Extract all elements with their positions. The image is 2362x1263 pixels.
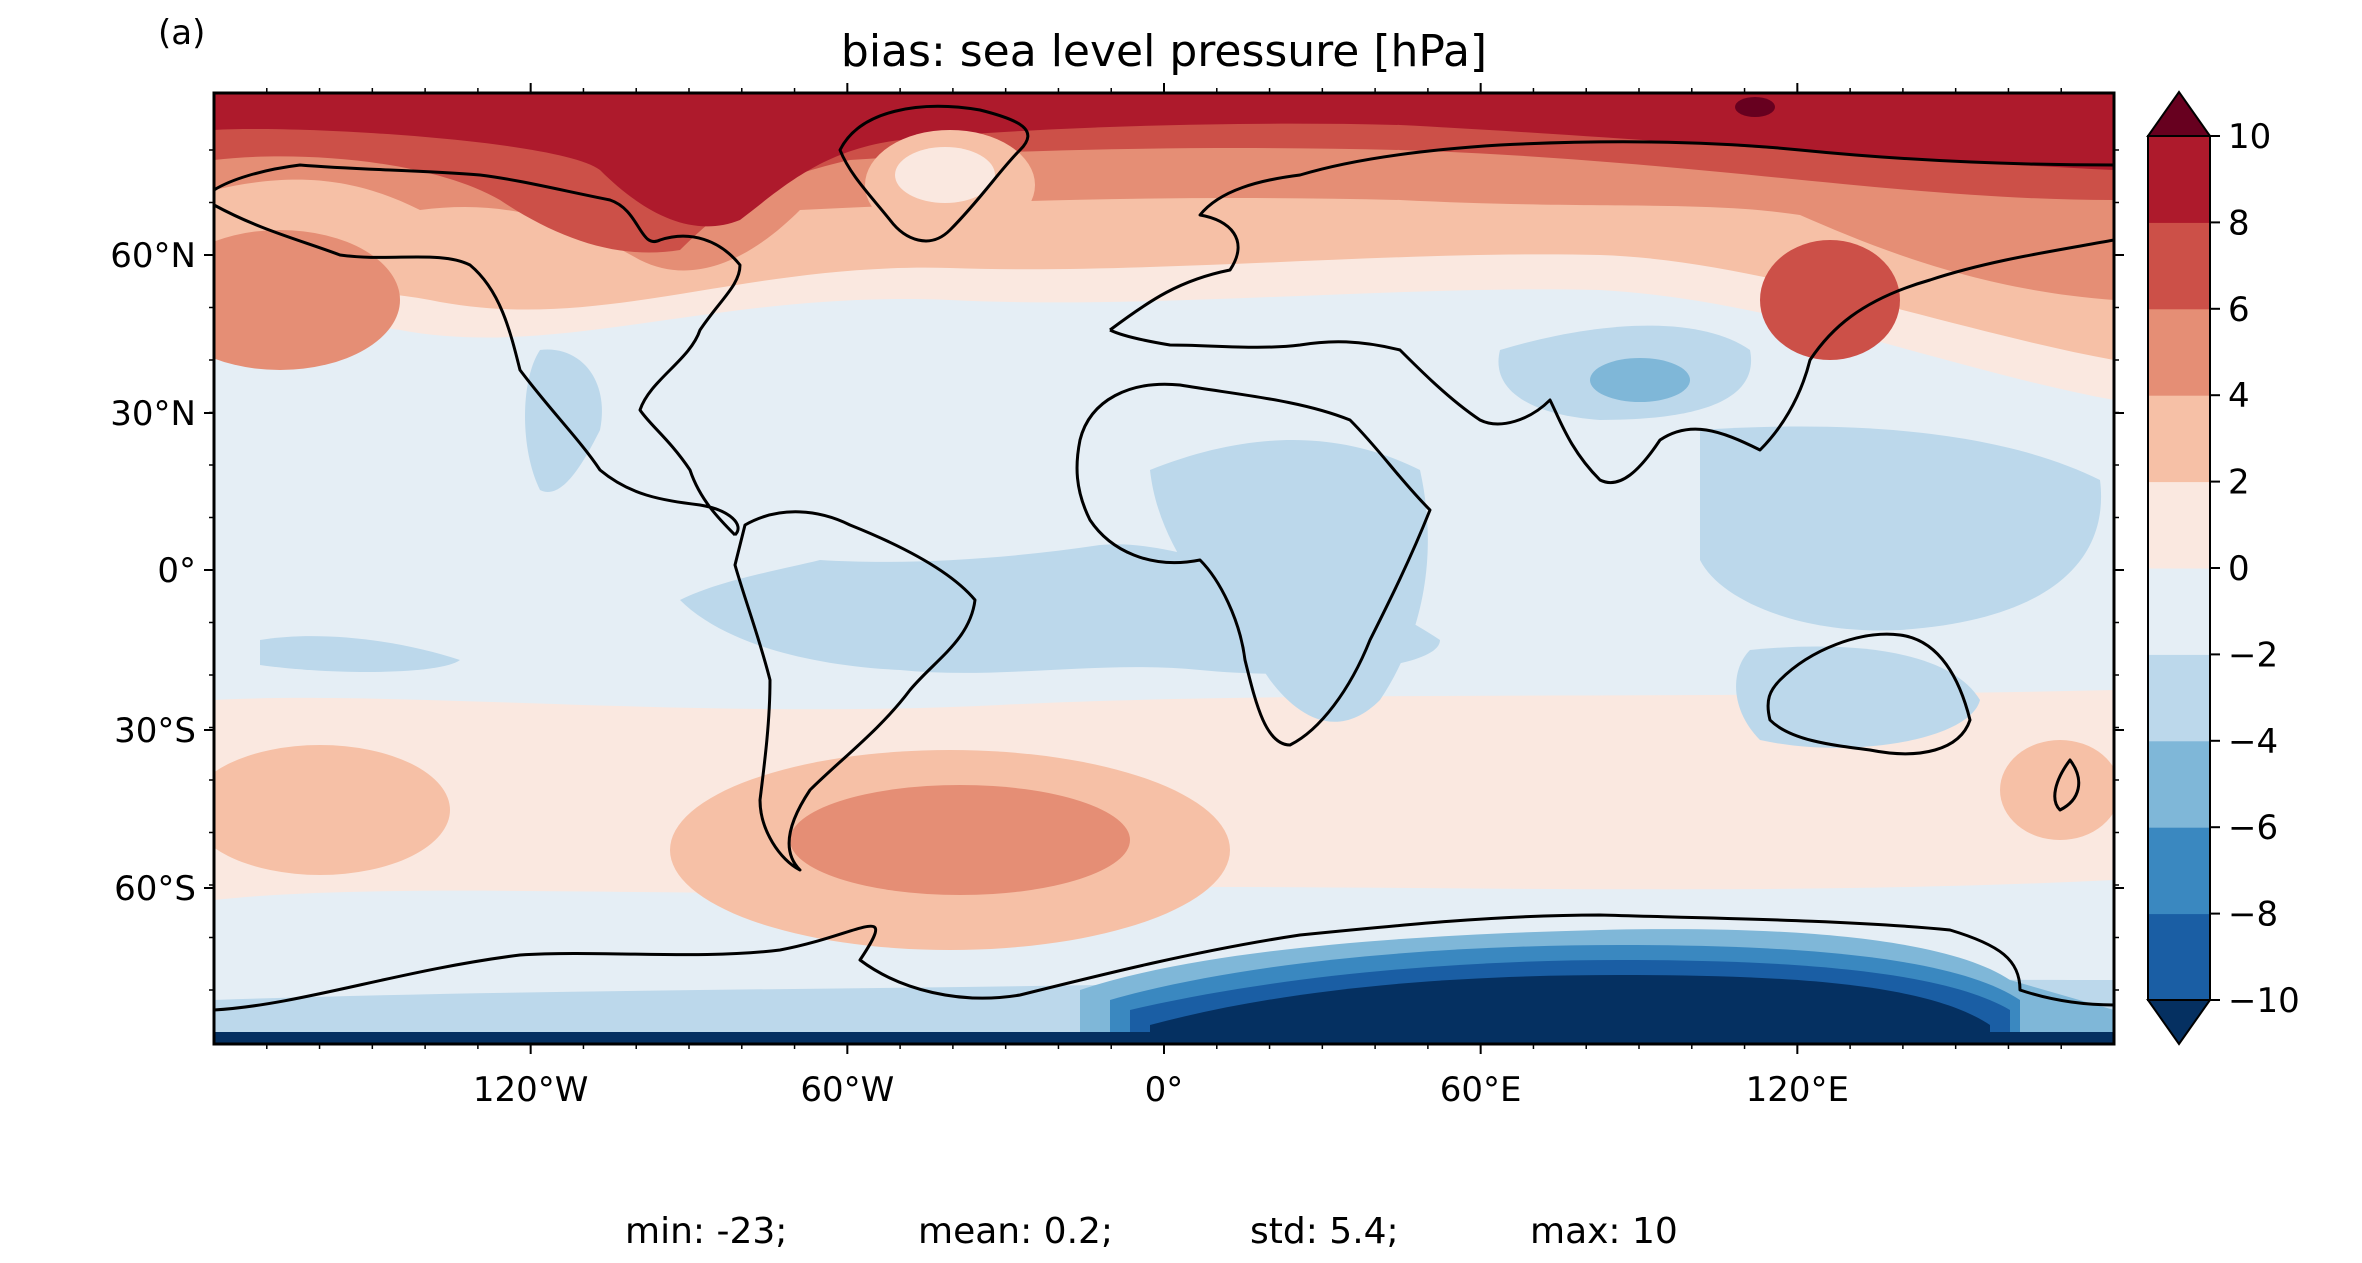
eurasia-coast (1109, 140, 2114, 485)
australia-coast (1766, 632, 1972, 756)
colorbar-tick-label: −4 (2228, 722, 2278, 762)
stat-mean: mean: 0.2; (918, 1211, 1113, 1252)
colorbar-band (2148, 568, 2210, 655)
lat-tick-label: 30°S (114, 711, 196, 751)
colorbar-band (2148, 827, 2210, 915)
colorbar-tick-label: 0 (2228, 549, 2250, 589)
latitude-axis: 60°N 30°N 0° 30°S 60°S (110, 149, 2124, 991)
lon-tick-label: 60°W (800, 1070, 894, 1110)
stat-std: std: 5.4; (1250, 1211, 1399, 1252)
colorbar-band (2148, 136, 2210, 223)
coastlines (214, 104, 2114, 1012)
lat-tick-label: 60°S (114, 869, 196, 909)
north-america-coast (214, 163, 742, 537)
greenland-coast (838, 104, 1030, 243)
colorbar-tick-label: −10 (2228, 981, 2300, 1021)
lon-tick-label: 60°E (1440, 1070, 1522, 1110)
lat-tick-label: 30°N (110, 394, 196, 434)
lon-tick-label: 0° (1145, 1070, 1184, 1110)
colorbar-tick-label: 2 (2228, 463, 2250, 503)
africa-coast (1075, 382, 1432, 747)
colorbar-band (2148, 481, 2210, 569)
lat-tick-label: 60°N (110, 236, 196, 276)
lon-tick-label: 120°E (1746, 1070, 1849, 1110)
colorbar-tick-label: 4 (2228, 376, 2250, 416)
bias-map (214, 93, 2114, 1044)
colorbar-band (2148, 395, 2210, 483)
negative-bias-regions (214, 325, 2114, 1044)
colorbar-band (2148, 740, 2210, 828)
antarctica-coast (214, 913, 2114, 1012)
colorbar-tick-label: 8 (2228, 203, 2250, 243)
map-title: bias: sea level pressure [hPa] (841, 26, 1487, 77)
colorbar-band (2148, 913, 2210, 1001)
panel-label: (a) (158, 13, 205, 53)
new-zealand-coast (2053, 758, 2081, 812)
south-america-coast (733, 510, 977, 872)
colorbar-extend-min (2146, 999, 2212, 1046)
stat-max: max: 10 (1530, 1211, 1678, 1252)
colorbar-extend-max (2146, 90, 2212, 137)
lon-tick-label: 120°W (473, 1070, 589, 1110)
longitude-axis: 120°W 60°W 0° 60°E 120°E (266, 83, 2062, 1110)
colorbar-tick-label: −8 (2228, 895, 2278, 935)
colorbar-band (2148, 654, 2210, 742)
colorbar: 10 8 6 4 2 0 −2 −4 −6 −8 −10 (2146, 90, 2300, 1046)
stat-min: min: -23; (625, 1211, 787, 1252)
colorbar-tick-label: 10 (2228, 117, 2271, 157)
lat-tick-label: 0° (157, 551, 196, 591)
colorbar-tick-label: 6 (2228, 290, 2250, 330)
colorbar-band (2148, 222, 2210, 310)
colorbar-band (2148, 308, 2210, 396)
summary-stats: min: -23; mean: 0.2; std: 5.4; max: 10 (625, 1211, 1678, 1252)
positive-bias-regions (214, 93, 2114, 950)
colorbar-tick-label: −2 (2228, 635, 2278, 675)
colorbar-tick-label: −6 (2228, 808, 2278, 848)
